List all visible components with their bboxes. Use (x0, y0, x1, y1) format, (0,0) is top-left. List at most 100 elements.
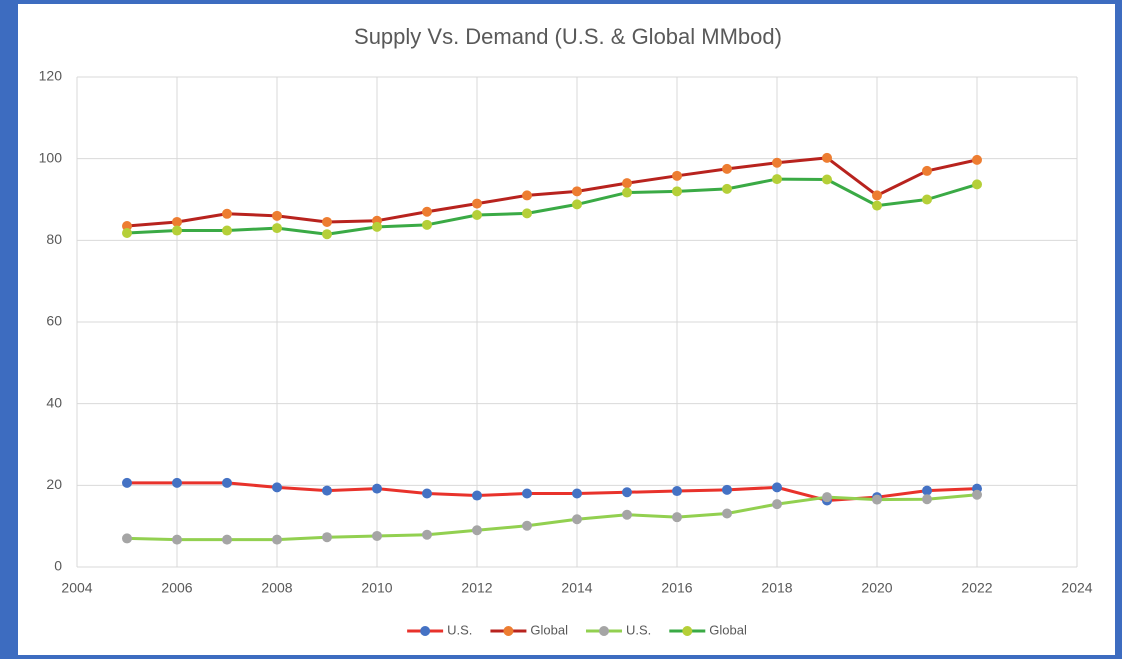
series-line (126, 156, 978, 228)
data-point (872, 494, 882, 505)
x-tick-label: 2016 (661, 580, 692, 596)
data-point (522, 208, 532, 219)
legend-label: Global (530, 622, 568, 637)
y-tick-label: 120 (39, 68, 63, 84)
data-point (372, 483, 382, 494)
y-tick-label: 40 (46, 394, 62, 410)
data-point (772, 157, 782, 168)
data-point (822, 492, 832, 503)
chart-panel (18, 4, 1115, 655)
data-point (422, 206, 432, 217)
data-point (772, 499, 782, 510)
data-point (672, 186, 682, 197)
data-point (272, 223, 282, 234)
data-point (822, 152, 832, 163)
chart-title: Supply Vs. Demand (U.S. & Global MMbod) (354, 24, 782, 49)
series-line (126, 177, 978, 236)
x-tick-label: 2006 (161, 580, 192, 596)
data-point (472, 525, 482, 536)
legend-label: U.S. (626, 622, 651, 637)
series-line (127, 481, 978, 502)
data-point (122, 227, 132, 238)
data-point (122, 221, 132, 232)
x-tick-label: 2018 (761, 580, 792, 596)
x-tick-label: 2008 (261, 580, 292, 596)
data-point (172, 216, 182, 227)
data-point (622, 509, 632, 520)
data-point (422, 219, 432, 230)
y-tick-label: 20 (46, 476, 62, 492)
data-point (172, 534, 182, 545)
data-point (572, 199, 582, 210)
data-point (322, 216, 332, 227)
data-point (922, 485, 932, 496)
data-point (972, 489, 982, 500)
data-point (272, 210, 282, 221)
data-point (122, 477, 132, 488)
y-tick-label: 80 (46, 231, 62, 247)
data-point (222, 208, 232, 219)
legend-marker (682, 626, 693, 636)
data-point (572, 488, 582, 499)
legend-label: Global (709, 622, 747, 637)
data-point (922, 494, 932, 505)
data-point (972, 179, 982, 190)
data-point (422, 529, 432, 540)
data-point (222, 534, 232, 545)
x-tick-label: 2020 (861, 580, 892, 596)
legend-marker (599, 626, 609, 636)
data-point (722, 508, 732, 519)
data-point (472, 490, 482, 501)
data-point (172, 225, 182, 236)
data-point (522, 488, 532, 499)
x-tick-label: 2010 (361, 580, 392, 596)
legend-marker (420, 626, 431, 636)
data-point (772, 482, 782, 493)
x-tick-label: 2004 (61, 580, 92, 596)
y-tick-label: 0 (54, 558, 62, 574)
x-tick-label: 2012 (461, 580, 492, 596)
data-point (272, 534, 282, 545)
data-point (372, 221, 382, 232)
data-point (522, 190, 532, 201)
data-point (472, 210, 482, 221)
data-point (322, 229, 332, 240)
data-point (922, 194, 932, 205)
data-point (322, 532, 332, 543)
data-point (922, 165, 932, 176)
x-tick-label: 2022 (961, 580, 992, 596)
data-point (722, 163, 732, 174)
data-point (372, 530, 382, 541)
legend-marker (503, 626, 514, 636)
data-point (822, 174, 832, 185)
data-point (222, 477, 232, 488)
data-point (572, 186, 582, 197)
data-point (622, 187, 632, 198)
data-point (472, 198, 482, 209)
data-point (872, 200, 882, 211)
data-point (572, 514, 582, 525)
series-line (126, 493, 978, 542)
data-point (322, 485, 332, 496)
data-point (672, 486, 682, 497)
data-point (122, 533, 132, 544)
data-point (672, 170, 682, 181)
data-point (722, 484, 732, 495)
data-point (522, 520, 532, 531)
data-point (972, 154, 982, 165)
data-point (222, 225, 232, 236)
data-point (172, 477, 182, 488)
data-point (722, 183, 732, 194)
y-tick-label: 60 (46, 313, 62, 329)
data-point (622, 178, 632, 189)
x-tick-label: 2014 (561, 580, 592, 596)
data-point (272, 482, 282, 493)
y-tick-label: 100 (39, 149, 63, 165)
data-point (772, 174, 782, 185)
legend-label: U.S. (447, 622, 472, 637)
x-tick-label: 2024 (1061, 580, 1092, 596)
data-point (672, 512, 682, 523)
data-point (872, 190, 882, 201)
